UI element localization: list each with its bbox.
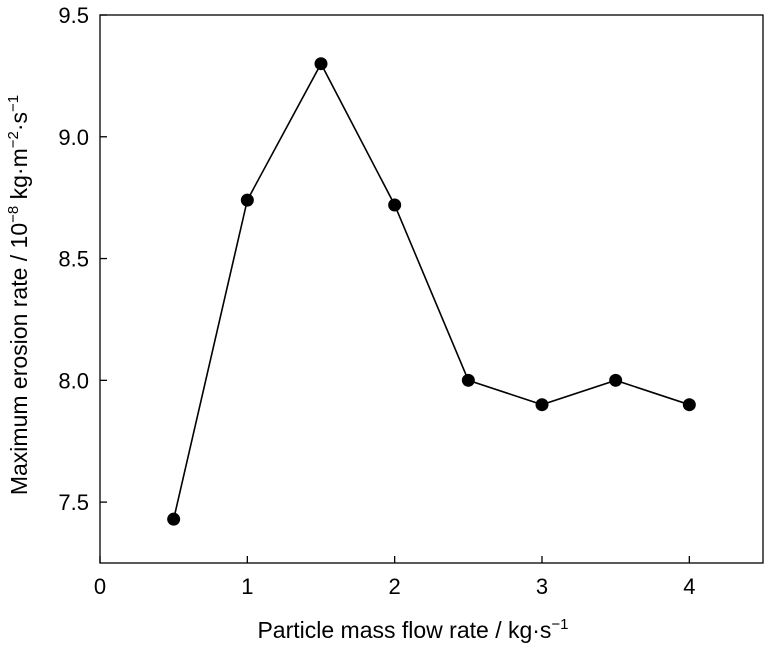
- data-point: [609, 373, 623, 387]
- x-tick-label: 4: [683, 574, 695, 599]
- data-point: [388, 198, 402, 212]
- x-axis-title: Particle mass flow rate / kg·s−1: [257, 616, 568, 643]
- x-axis-ticks: 0 1 2 3 4: [94, 556, 695, 599]
- y-tick-label: 8.0: [58, 368, 89, 393]
- y-tick-label: 9.0: [58, 125, 89, 150]
- y-tick-label: 7.5: [58, 490, 89, 515]
- series-line: [172, 62, 690, 520]
- y-axis-ticks: 7.5 8.0 8.5 9.0 9.5: [58, 3, 107, 515]
- plot-frame: [99, 14, 764, 564]
- data-point: [167, 512, 181, 526]
- x-tick-label: 3: [536, 574, 548, 599]
- x-tick-label: 1: [241, 574, 253, 599]
- data-point: [240, 193, 254, 207]
- data-point: [461, 373, 475, 387]
- data-point: [535, 398, 549, 412]
- data-points: [167, 57, 696, 526]
- x-tick-label: 0: [94, 574, 106, 599]
- data-point: [682, 398, 696, 412]
- x-tick-label: 2: [389, 574, 401, 599]
- data-point: [314, 57, 328, 71]
- y-axis-title: Maximum erosion rate / 10−8 kg·m−2·s−1: [5, 95, 32, 495]
- y-tick-label: 9.5: [58, 3, 89, 28]
- y-tick-label: 8.5: [58, 247, 89, 272]
